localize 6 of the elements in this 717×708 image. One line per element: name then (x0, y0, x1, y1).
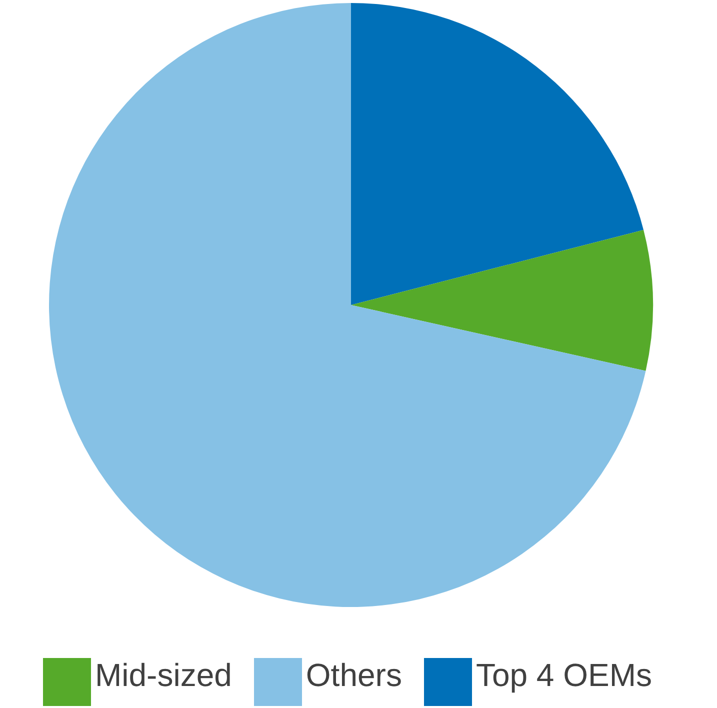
legend-label: Top 4 OEMs (476, 657, 652, 694)
pie-slice (351, 230, 653, 371)
pie-slice (351, 3, 644, 305)
pie-slice (49, 3, 646, 606)
legend-label: Mid-sized (94, 657, 232, 694)
legend-label: Others (306, 657, 402, 694)
